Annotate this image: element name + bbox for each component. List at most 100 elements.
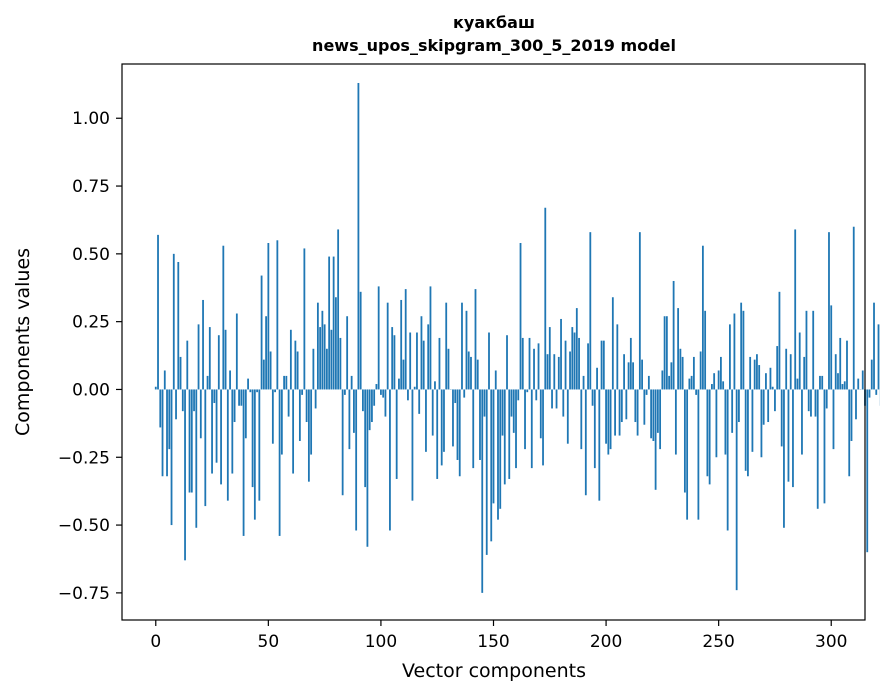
bar — [717, 370, 720, 390]
bar — [353, 389, 355, 433]
bar — [555, 389, 558, 409]
bar — [749, 356, 752, 390]
bar — [321, 310, 324, 390]
bar — [409, 332, 412, 390]
bar — [643, 389, 646, 425]
bar — [188, 389, 191, 493]
bar — [373, 389, 376, 406]
bar — [231, 389, 234, 474]
bar — [517, 389, 520, 401]
bar — [220, 389, 222, 485]
bar — [627, 362, 630, 390]
bar — [440, 389, 443, 466]
bar — [828, 232, 830, 390]
bar — [670, 362, 673, 390]
bar — [314, 389, 317, 409]
bar — [445, 302, 448, 390]
bar — [551, 389, 553, 409]
bar — [803, 356, 806, 390]
x-axis: 0 50 100 150 200 250 300 — [150, 620, 847, 652]
bar — [659, 389, 662, 450]
bar — [483, 389, 486, 417]
bar — [172, 253, 175, 390]
bar — [301, 389, 304, 395]
bar — [566, 389, 569, 444]
bar — [274, 389, 276, 393]
bar — [512, 389, 515, 433]
bar — [841, 384, 844, 390]
bar — [751, 389, 754, 452]
bar — [190, 389, 193, 493]
bar — [697, 389, 700, 520]
bar — [427, 324, 430, 390]
bar — [816, 389, 819, 509]
bar — [692, 356, 695, 390]
bar — [364, 389, 367, 488]
bar — [519, 243, 522, 390]
bar — [256, 389, 258, 393]
bar — [366, 389, 369, 547]
y-tick-label: −0.50 — [58, 516, 110, 536]
bar — [208, 327, 211, 390]
bar — [485, 389, 488, 555]
bar — [722, 381, 725, 390]
bar — [537, 343, 540, 390]
bar — [244, 389, 247, 439]
bar — [316, 302, 319, 390]
bar — [652, 389, 655, 441]
bar — [877, 324, 880, 390]
bar — [708, 389, 711, 485]
bar — [382, 389, 385, 398]
bar — [830, 305, 833, 390]
bar — [418, 389, 421, 414]
bar — [368, 389, 371, 431]
bar — [780, 389, 783, 447]
bar — [458, 389, 461, 477]
bar — [258, 389, 261, 501]
bar — [503, 389, 506, 485]
bar — [850, 389, 853, 441]
bar — [623, 354, 625, 390]
bar — [632, 362, 634, 390]
bar — [242, 389, 245, 536]
bar — [735, 389, 738, 591]
bar — [629, 337, 632, 390]
bar — [837, 373, 839, 390]
bar — [294, 340, 297, 390]
bar — [533, 348, 535, 390]
bar — [181, 389, 184, 412]
bar — [307, 389, 310, 482]
bar — [447, 348, 450, 390]
bar — [481, 389, 484, 593]
bar — [688, 378, 691, 390]
bar — [535, 389, 538, 401]
bar — [821, 375, 824, 390]
bar — [359, 291, 362, 390]
bar — [729, 324, 731, 390]
bar — [251, 389, 254, 488]
bar — [407, 389, 409, 401]
bar — [391, 327, 394, 390]
bar — [578, 337, 580, 390]
bar — [454, 389, 457, 404]
bar — [166, 389, 168, 477]
bar — [557, 356, 560, 390]
x-tick-label: 300 — [815, 632, 847, 652]
bar — [411, 389, 414, 501]
bar — [240, 389, 243, 406]
bar — [571, 327, 574, 390]
y-axis-label: Components values — [12, 248, 34, 436]
bar — [350, 375, 353, 390]
bar — [605, 389, 607, 444]
bar — [600, 340, 603, 390]
bar — [636, 389, 639, 436]
bar — [843, 381, 846, 390]
bar — [402, 359, 405, 390]
bar — [778, 291, 781, 390]
bar — [753, 359, 756, 390]
bar — [573, 332, 576, 390]
bar — [656, 389, 659, 433]
x-tick-label: 100 — [365, 632, 397, 652]
bar — [377, 286, 380, 390]
y-axis: −0.75 −0.50 −0.25 0.00 0.25 0.50 0.75 1.00 — [58, 109, 122, 604]
